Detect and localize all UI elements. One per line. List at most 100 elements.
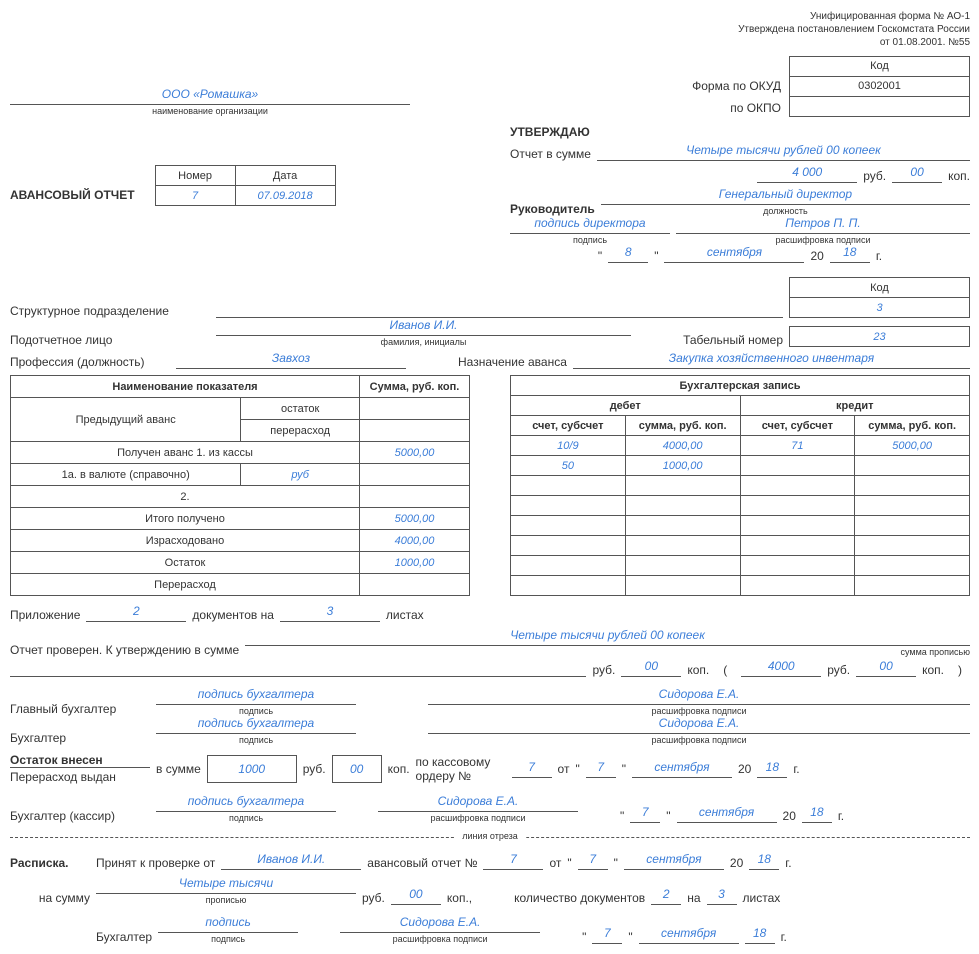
num-value: 7 <box>155 186 235 206</box>
num-label: Номер <box>155 166 235 186</box>
r-remain-sum: 1000,00 <box>360 552 470 574</box>
appr-day: 8 <box>608 245 648 263</box>
receipt-name: Иванов И.И. <box>221 852 361 870</box>
date-value: 07.09.2018 <box>235 186 335 206</box>
report-title: АВАНСОВЫЙ ОТЧЕТ <box>10 188 135 206</box>
person-name: Иванов И.И. <box>216 318 631 336</box>
acc-label: Бухгалтер <box>10 731 150 745</box>
acc-sig: подпись бухгалтера <box>156 716 356 734</box>
r-spent: Израсходовано <box>11 530 360 552</box>
r-spent_sum: 4000,00 <box>360 530 470 552</box>
h-debit: дебет <box>511 396 741 416</box>
okud-label: Форма по ОКУД <box>692 75 781 97</box>
attach-label2: документов на <box>192 608 274 622</box>
receipt-day: 7 <box>578 852 608 870</box>
bal-month: сентября <box>632 760 732 778</box>
approve-title: УТВЕРЖДАЮ <box>510 125 970 139</box>
dir-decode: Петров П. П. <box>676 216 970 234</box>
decode-sub: расшифровка подписи <box>676 234 970 245</box>
sum-label: Отчет в сумме <box>510 147 591 161</box>
tab-value: 23 <box>790 327 970 347</box>
r-1a: 1а. в валюте (справочно) <box>11 464 241 486</box>
checked-sub: сумма прописью <box>245 646 970 657</box>
r-got1: Получен аванс 1. из кассы <box>11 442 360 464</box>
acc-row: 10/9 4000,00 71 5000,00 <box>511 436 970 456</box>
receipt-year: 18 <box>749 852 779 870</box>
attach-label1: Приложение <box>10 608 80 622</box>
bal-year: 18 <box>757 760 787 778</box>
r-1a-cur: руб <box>241 464 360 486</box>
prof-value: Завхоз <box>176 351 406 369</box>
acc-row <box>511 576 970 596</box>
sum-rub: 4 000 <box>757 165 857 183</box>
receipt-acc-name: Сидорова Е.А. <box>340 915 540 933</box>
cashier-name: Сидорова Е.А. <box>378 794 578 812</box>
cashier-day: 7 <box>630 805 660 823</box>
okpo-label: по ОКПО <box>692 97 781 119</box>
person-label: Подотчетное лицо <box>10 333 210 347</box>
number-date-table: Номер Дата 7 07.09.2018 <box>155 165 336 206</box>
chief-acc-label: Главный бухгалтер <box>10 702 150 716</box>
purpose-value: Закупка хозяйственного инвентаря <box>573 351 970 369</box>
code-table-2: Код <box>789 277 970 298</box>
accounting-table: Бухгалтерская запись дебет кредит счет, … <box>510 375 970 596</box>
kod-header: Код <box>790 56 970 76</box>
date-label: Дата <box>235 166 335 186</box>
indicators-table: Наименование показателя Сумма, руб. коп.… <box>10 375 470 596</box>
org-name: ООО «Ромашка» <box>10 87 410 105</box>
purpose-label: Назначение аванса <box>458 355 567 369</box>
code-table: Код 0302001 <box>789 56 970 117</box>
sig-sub: подпись <box>510 234 670 245</box>
appr-year: 18 <box>830 245 870 263</box>
h-credit: кредит <box>740 396 970 416</box>
appr-month: сентября <box>664 245 804 263</box>
sum-kop: 00 <box>892 165 942 183</box>
bal-rub: 1000 <box>207 755 297 783</box>
cashier-year: 18 <box>802 805 832 823</box>
acc-row <box>511 516 970 536</box>
r-2: 2. <box>11 486 360 508</box>
r-ost: остаток <box>241 398 360 420</box>
okud-value: 0302001 <box>790 76 970 96</box>
acc-name: Сидорова Е.А. <box>428 716 970 734</box>
chief-sig: подпись бухгалтера <box>156 687 356 705</box>
acc-row: 50 1000,00 <box>511 456 970 476</box>
form-line1: Унифицированная форма № АО-1 <box>10 10 970 23</box>
attach-label3: листах <box>386 608 424 622</box>
checked-label: Отчет проверен. К утверждению в сумме <box>10 643 239 657</box>
h-sum: Сумма, руб. коп. <box>360 376 470 398</box>
cashier-label: Бухгалтер (кассир) <box>10 809 150 823</box>
r-prev: Предыдущий аванс <box>11 398 241 442</box>
cashier-month: сентября <box>677 805 777 823</box>
form-line3: от 01.08.2001. №55 <box>10 36 970 49</box>
receipt-docs: 2 <box>651 887 681 905</box>
attach-pages: 3 <box>280 604 380 622</box>
kod2-label: Код <box>790 278 970 298</box>
cashier-sig: подпись бухгалтера <box>156 794 336 812</box>
attach-docs: 2 <box>86 604 186 622</box>
org-sublabel: наименование организации <box>10 105 410 116</box>
paren-kop: 00 <box>856 659 916 677</box>
r-got1-sum: 5000,00 <box>360 442 470 464</box>
h-dsum: сумма, руб. коп. <box>625 416 740 436</box>
receipt-title: Расписка. <box>10 856 90 870</box>
leader-label: Руководитель <box>510 202 595 216</box>
okpo-value <box>790 96 970 116</box>
sum-words: Четыре тысячи рублей 00 копеек <box>597 143 970 161</box>
acc-title: Бухгалтерская запись <box>511 376 970 396</box>
cut-label: линия отреза <box>454 831 526 841</box>
prof-label: Профессия (должность) <box>10 355 170 369</box>
receipt-month: сентября <box>624 852 724 870</box>
receipt-num: 7 <box>483 852 543 870</box>
h-dacc: счет, субсчет <box>511 416 626 436</box>
tab-label: Табельный номер <box>683 333 783 347</box>
bal-day: 7 <box>586 760 616 778</box>
acc-row <box>511 536 970 556</box>
overspent-label: Перерасход выдан <box>10 767 150 784</box>
bal-kop: 00 <box>332 755 382 783</box>
paren-rub: 4000 <box>741 659 821 677</box>
r-total-got: Итого получено <box>11 508 360 530</box>
r-remain: Остаток <box>11 552 360 574</box>
kop-label: коп. <box>948 169 970 183</box>
h-cacc: счет, субсчет <box>740 416 855 436</box>
